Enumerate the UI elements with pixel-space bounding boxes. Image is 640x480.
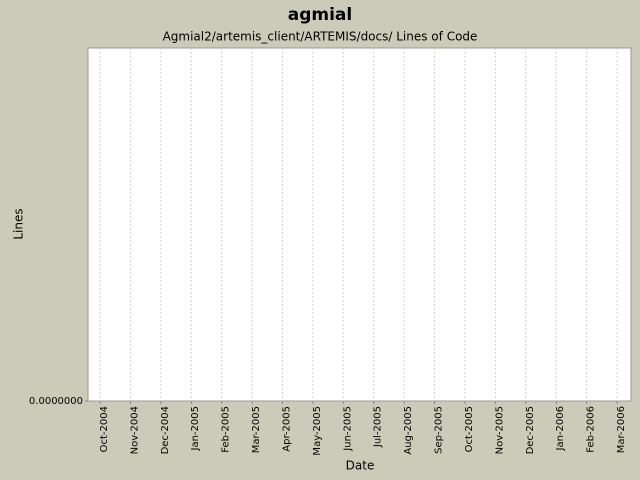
chart-title: agmial <box>288 5 352 25</box>
x-tick-label: Dec-2005 <box>525 406 536 454</box>
y-axis-label: Lines <box>12 208 26 239</box>
x-tick-label: Aug-2005 <box>403 406 414 455</box>
x-tick-label: Feb-2005 <box>221 406 232 453</box>
x-tick-label: Jul-2005 <box>373 406 384 448</box>
x-tick-label: Oct-2005 <box>464 406 475 452</box>
x-tick-label: Feb-2006 <box>586 406 597 453</box>
x-tick-label: Mar-2005 <box>251 406 262 453</box>
x-tick-label: May-2005 <box>312 406 323 456</box>
x-tick-label: Mar-2006 <box>616 406 627 453</box>
x-tick-label: Nov-2004 <box>129 406 140 454</box>
x-tick-label: Jun-2005 <box>342 406 353 452</box>
x-tick-label: Oct-2004 <box>99 406 110 452</box>
x-axis-label: Date <box>346 459 375 473</box>
x-tick-label: Dec-2004 <box>160 406 171 454</box>
x-tick-label: Nov-2005 <box>494 406 505 454</box>
chart-subtitle: Agmial2/artemis_client/ARTEMIS/docs/ Lin… <box>163 30 478 44</box>
y-tick-label: 0.0000000 <box>29 396 83 407</box>
x-tick-label: Apr-2005 <box>281 406 292 452</box>
x-tick-label: Jan-2006 <box>555 406 566 451</box>
x-tick-label: Jan-2005 <box>190 406 201 451</box>
plot-area <box>87 47 632 402</box>
x-tick-label: Sep-2005 <box>434 406 445 454</box>
